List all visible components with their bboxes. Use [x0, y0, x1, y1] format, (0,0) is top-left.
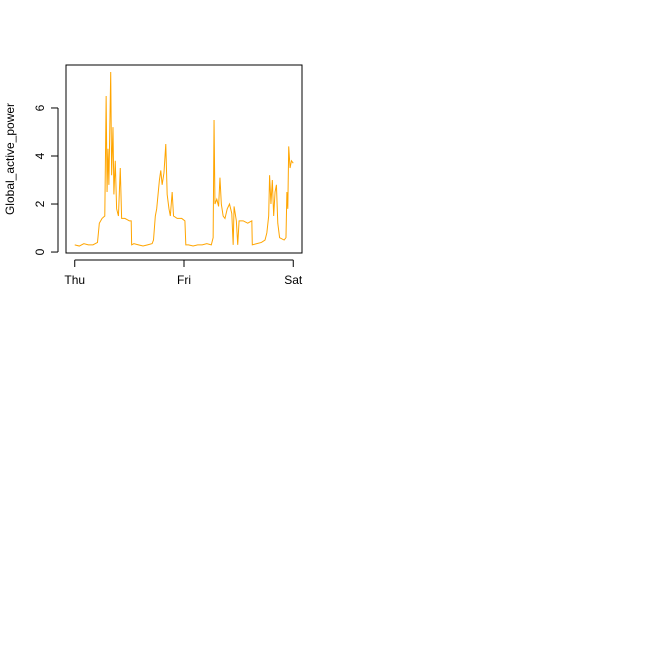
- y-tick-label: 4: [33, 152, 47, 159]
- y-tick-label: 2: [33, 200, 47, 207]
- y-tick-label: 0: [33, 248, 47, 255]
- x-tick-label: Fri: [177, 273, 191, 287]
- y-tick-label: 6: [33, 104, 47, 111]
- data-line: [74, 71, 294, 247]
- plot-frame: [65, 64, 303, 254]
- y-axis-label: Global_active_power: [3, 103, 17, 215]
- x-tick-label: Thu: [64, 273, 85, 287]
- x-tick-label: Sat: [284, 273, 303, 287]
